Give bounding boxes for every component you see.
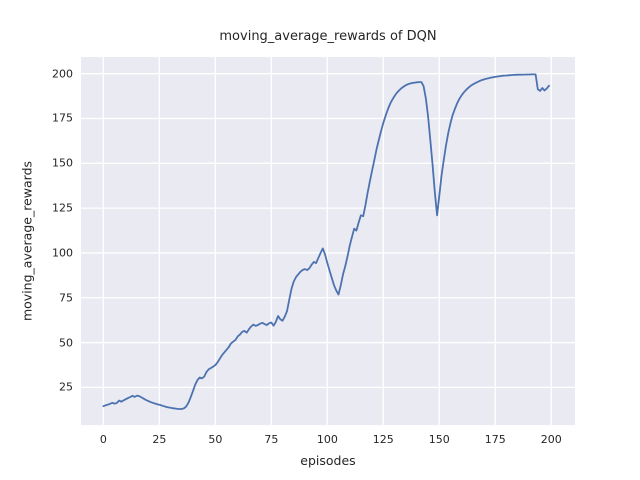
y-tick-label-25: 25 bbox=[59, 380, 73, 394]
x-tick-label-0: 0 bbox=[99, 433, 107, 446]
y-tick-label-75: 75 bbox=[59, 291, 73, 305]
chart-title: moving_average_rewards of DQN bbox=[219, 29, 437, 44]
x-tick-label-150: 150 bbox=[428, 433, 450, 446]
x-tick-label-75: 75 bbox=[264, 433, 279, 446]
x-tick-label-175: 175 bbox=[484, 433, 506, 446]
y-tick-label-125: 125 bbox=[52, 201, 73, 215]
y-tick-label-50: 50 bbox=[59, 336, 73, 350]
x-axis-label: episodes bbox=[300, 453, 356, 468]
y-axis-label: moving_average_rewards bbox=[19, 160, 35, 322]
x-tick-label-125: 125 bbox=[372, 433, 394, 446]
x-tick-label-200: 200 bbox=[540, 433, 562, 446]
series-line-moving-average-rewards bbox=[102, 73, 550, 410]
y-tick-label-150: 150 bbox=[52, 156, 73, 170]
y-tick-label-175: 175 bbox=[52, 111, 73, 125]
plot-area bbox=[81, 57, 575, 425]
x-tick-label-25: 25 bbox=[152, 433, 167, 446]
x-tick-label-100: 100 bbox=[316, 433, 338, 446]
y-tick-label-100: 100 bbox=[52, 246, 73, 260]
x-tick-label-50: 50 bbox=[208, 433, 223, 446]
gridlines bbox=[81, 57, 575, 425]
y-tick-label-200: 200 bbox=[52, 67, 73, 81]
